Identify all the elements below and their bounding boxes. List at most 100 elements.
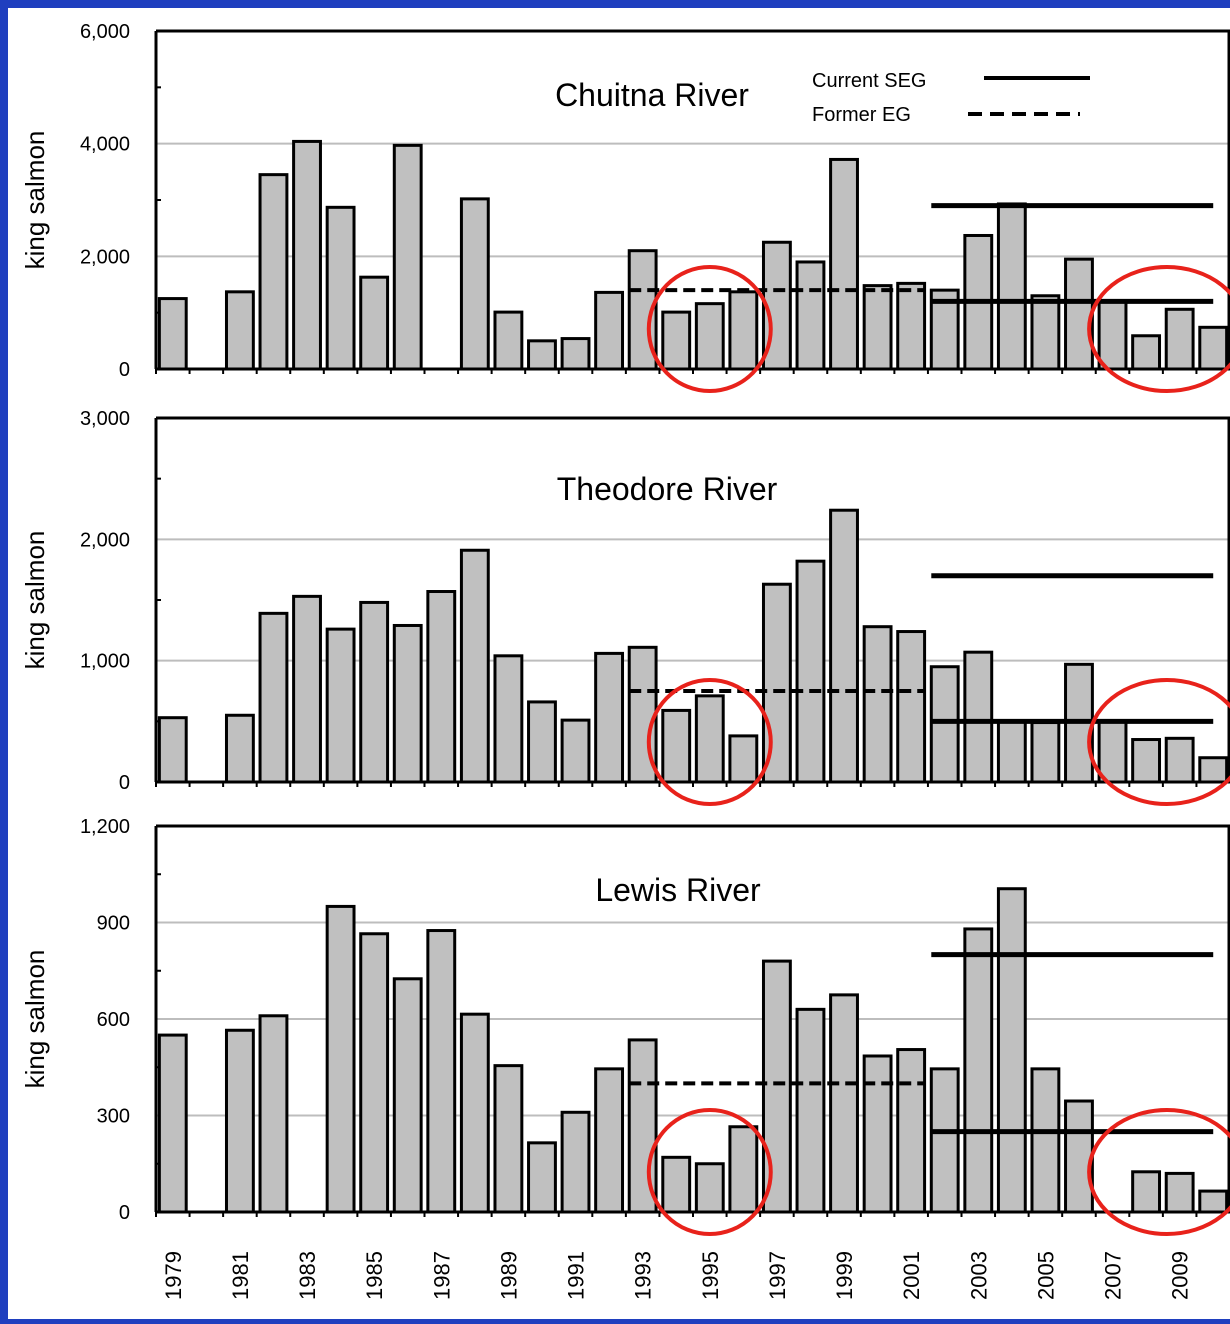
x-tick-label: 1989 — [496, 1251, 521, 1300]
highlight-circle — [646, 678, 773, 806]
bar-2002 — [929, 1067, 960, 1214]
bar-1995 — [694, 1162, 725, 1214]
bar-1991 — [560, 337, 591, 371]
bar-1981 — [224, 713, 255, 784]
bar-1981 — [224, 1028, 255, 1214]
bar-2009 — [1164, 736, 1195, 784]
y-axis-label: king salmon — [20, 950, 50, 1089]
bar-1979 — [157, 297, 188, 371]
x-tick-label: 1979 — [161, 1251, 186, 1300]
bar-1990 — [527, 339, 557, 371]
legend-former-label: Former EG — [812, 104, 911, 126]
bar-1989 — [493, 310, 524, 371]
bar-2004 — [996, 719, 1027, 784]
y-tick-label: 3,000 — [80, 408, 130, 430]
bar-1986 — [392, 143, 423, 371]
bar-1998 — [795, 559, 826, 784]
highlight-circle — [1087, 678, 1230, 806]
y-tick-label: 0 — [119, 359, 130, 381]
bar-2005 — [1030, 294, 1061, 371]
bar-1985 — [359, 275, 390, 371]
bar-1984 — [325, 627, 356, 784]
bar-2007 — [1097, 299, 1128, 371]
chart-panels: 0 2,000 4,000 6,000 king salmon Chuitna River… — [20, 21, 1230, 1236]
bar-1984 — [325, 904, 356, 1214]
bar-1992 — [594, 290, 625, 371]
x-tick-label: 1991 — [564, 1251, 589, 1300]
y-tick-label: 900 — [97, 913, 130, 935]
bar-2000 — [862, 284, 893, 371]
x-tick-label: 2003 — [966, 1251, 991, 1300]
bar-1985 — [359, 932, 390, 1214]
bar-1998 — [795, 260, 826, 371]
panel-0: 0 2,000 4,000 6,000 king salmon Chuitna River — [20, 21, 1230, 393]
x-tick-label: 1995 — [698, 1251, 723, 1300]
bar-1996 — [728, 1125, 759, 1214]
bar-2001 — [896, 281, 927, 371]
bar-1991 — [560, 718, 591, 784]
highlight-circle — [646, 1108, 773, 1236]
bar-1982 — [258, 611, 289, 784]
x-tick-label: 1981 — [228, 1251, 253, 1300]
x-tick-label: 1985 — [362, 1251, 387, 1300]
y-tick-label: 2,000 — [80, 529, 130, 551]
bar-1988 — [459, 1012, 490, 1214]
y-tick-label: 1,200 — [80, 816, 130, 838]
bar-1983 — [292, 594, 322, 784]
legend-current-label: Current SEG — [812, 70, 926, 92]
y-tick-label: 4,000 — [80, 134, 130, 156]
bar-1989 — [493, 1064, 524, 1214]
bar-1994 — [661, 708, 692, 784]
bar-1990 — [527, 700, 557, 784]
bar-2007 — [1097, 719, 1128, 784]
bar-1987 — [426, 929, 457, 1214]
bar-1982 — [258, 1014, 289, 1214]
bar-1982 — [258, 173, 289, 371]
x-tick-label: 2007 — [1101, 1251, 1126, 1300]
bar-2003 — [963, 650, 994, 784]
x-tick-label: 1999 — [832, 1251, 857, 1300]
bar-1988 — [459, 197, 490, 371]
bar-1990 — [527, 1141, 557, 1214]
bar-1998 — [795, 1007, 826, 1214]
bar-1991 — [560, 1110, 591, 1214]
bar-2000 — [862, 625, 893, 784]
bar-2010 — [1198, 325, 1229, 371]
bar-1992 — [594, 1067, 625, 1214]
bar-1988 — [459, 548, 490, 784]
bar-2003 — [963, 927, 994, 1214]
bar-2004 — [996, 202, 1027, 371]
bar-1996 — [728, 734, 759, 784]
bar-1995 — [694, 694, 725, 784]
panel-2: 0 300 600 900 1,200 king salmon Lewis River — [20, 816, 1230, 1236]
bar-1987 — [426, 590, 457, 784]
x-tick-label: 1983 — [295, 1251, 320, 1300]
bar-1979 — [157, 1033, 188, 1214]
bar-1995 — [694, 302, 725, 371]
bar-1999 — [829, 993, 859, 1214]
highlight-circle — [646, 265, 773, 393]
x-tick-label: 1997 — [765, 1251, 790, 1300]
bar-1992 — [594, 651, 625, 784]
bar-1981 — [224, 290, 255, 371]
x-tick-label: 1993 — [631, 1251, 656, 1300]
bar-1994 — [661, 310, 692, 371]
bar-2002 — [929, 665, 960, 784]
x-tick-label: 1987 — [429, 1251, 454, 1300]
bar-1979 — [157, 716, 188, 784]
x-tick-label: 2001 — [899, 1251, 924, 1300]
legend: Current SEG Former EG — [812, 70, 1090, 126]
panel-title: Theodore River — [557, 471, 778, 507]
bar-2001 — [896, 630, 927, 784]
highlight-circle — [1087, 265, 1230, 393]
bar-2005 — [1030, 721, 1061, 784]
bar-1989 — [493, 654, 524, 784]
highlight-circle — [1087, 1108, 1230, 1236]
bar-1983 — [292, 139, 322, 371]
y-tick-label: 2,000 — [80, 246, 130, 268]
panel-title: Lewis River — [595, 872, 761, 908]
y-tick-label: 600 — [97, 1009, 130, 1031]
bar-2006 — [1064, 1099, 1094, 1214]
bar-1986 — [392, 977, 423, 1214]
